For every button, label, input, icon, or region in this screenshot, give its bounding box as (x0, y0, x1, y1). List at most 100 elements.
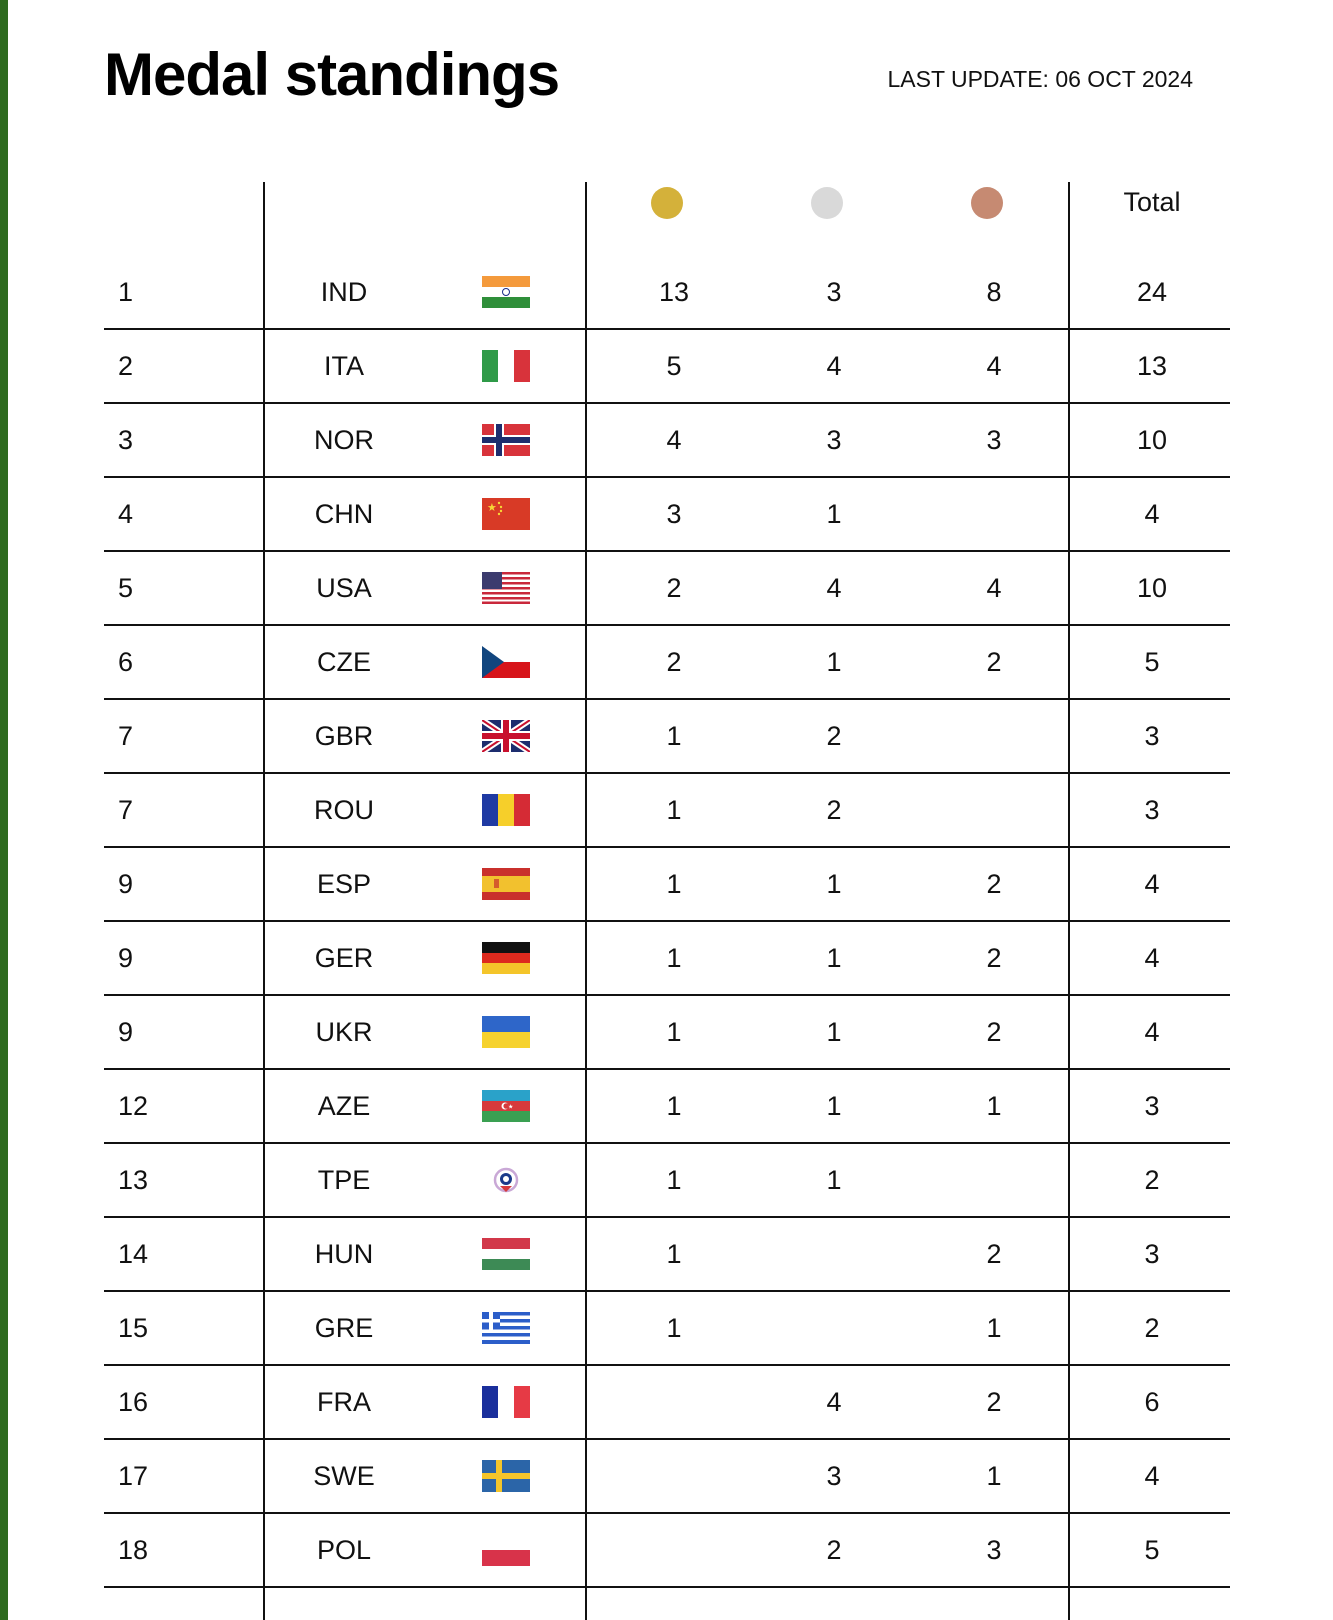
bronze-count-cell: 2 (986, 869, 1002, 899)
ukr-flag-icon (482, 1016, 530, 1048)
total-count-cell: 24 (1136, 277, 1168, 307)
svg-text:★: ★ (487, 501, 497, 514)
nor-flag-icon (482, 424, 530, 456)
total-count-cell: 4 (1144, 1017, 1160, 1047)
total-count-cell: 4 (1144, 1461, 1160, 1491)
ita-flag-icon (482, 350, 530, 382)
hun-flag-icon (482, 1238, 530, 1270)
country-code-cell: NOR (314, 425, 374, 455)
rank-cell: 7 (118, 795, 134, 825)
table-row[interactable]: 12 AZE 1 1 1 3 ★ (104, 1070, 1230, 1144)
country-code-cell: GBR (314, 721, 374, 751)
gold-count-cell: 2 (666, 573, 682, 603)
table-row[interactable]: 6 CZE 2 1 2 5 (104, 626, 1230, 700)
table-row[interactable]: 5 USA 2 4 4 10 (104, 552, 1230, 626)
silver-count-cell: 3 (826, 277, 842, 307)
total-count-cell: 13 (1136, 351, 1168, 381)
silver-count-cell: 1 (826, 1017, 842, 1047)
bronze-medal-icon (971, 187, 1003, 219)
gre-flag-icon (482, 1312, 530, 1344)
cze-flag-icon (482, 646, 530, 678)
table-row[interactable]: 7 GBR 1 2 3 (104, 700, 1230, 774)
country-code-cell: AZE (317, 1091, 371, 1121)
esp-flag-icon (482, 868, 530, 900)
bronze-count-cell: 1 (986, 1313, 1002, 1343)
total-count-cell: 3 (1144, 795, 1160, 825)
rank-cell: 4 (118, 499, 134, 529)
table-row[interactable]: 4 CHN 3 1 4 ★ (104, 478, 1230, 552)
silver-count-cell: 1 (826, 647, 842, 677)
rank-cell: 1 (118, 277, 134, 307)
total-count-cell: 10 (1136, 573, 1168, 603)
table-row[interactable]: 9 ESP 1 1 2 4 (104, 848, 1230, 922)
table-row[interactable]: 13 TPE 1 1 2 (104, 1144, 1230, 1218)
table-row[interactable]: 9 UKR 1 1 2 4 (104, 996, 1230, 1070)
table-row[interactable]: 9 GER 1 1 2 4 (104, 922, 1230, 996)
last-update-label: LAST UPDATE: 06 OCT 2024 (887, 66, 1193, 92)
table-row[interactable]: 18 POL 2 3 5 (104, 1514, 1230, 1588)
bronze-count-cell (934, 774, 1054, 846)
silver-count-cell: 1 (826, 499, 842, 529)
total-count-cell: 4 (1144, 499, 1160, 529)
table-row[interactable]: 16 FRA 4 2 6 (104, 1366, 1230, 1440)
table-row[interactable]: 15 GRE 1 1 2 (104, 1292, 1230, 1366)
bronze-count-cell: 4 (986, 573, 1002, 603)
usa-flag-icon (482, 572, 530, 604)
table-row[interactable]: 3 NOR 4 3 3 10 (104, 404, 1230, 478)
silver-count-cell: 1 (826, 1165, 842, 1195)
gold-count-cell: 1 (666, 795, 682, 825)
aze-flag-icon: ★ (482, 1090, 530, 1122)
gold-count-cell: 1 (666, 1165, 682, 1195)
bronze-count-cell (934, 1144, 1054, 1216)
country-code-cell: ROU (314, 795, 374, 825)
country-code-cell: HUN (314, 1239, 374, 1269)
page-title: Medal standings (104, 41, 560, 108)
rank-cell: 9 (118, 869, 134, 899)
silver-count-cell: 2 (826, 795, 842, 825)
silver-count-cell: 2 (826, 1535, 842, 1565)
gold-count-cell: 1 (666, 869, 682, 899)
country-code-cell: POL (316, 1535, 372, 1565)
country-code-cell: CHN (314, 499, 374, 529)
country-code-cell: ITA (324, 351, 364, 381)
gold-count-cell: 1 (666, 721, 682, 751)
gold-count-cell (614, 1514, 734, 1586)
total-count-cell: 5 (1144, 647, 1160, 677)
bronze-count-cell: 3 (986, 425, 1002, 455)
rank-cell: 5 (118, 573, 134, 603)
silver-medal-icon (811, 187, 843, 219)
gold-count-cell: 1 (666, 1017, 682, 1047)
table-row[interactable]: 14 HUN 1 2 3 (104, 1218, 1230, 1292)
total-count-cell: 4 (1144, 943, 1160, 973)
country-code-cell: USA (316, 573, 372, 603)
country-code-cell: ESP (316, 869, 372, 899)
gold-count-cell: 1 (666, 1313, 682, 1343)
table-row[interactable]: 7 ROU 1 2 3 (104, 774, 1230, 848)
country-code-cell: UKR (315, 1017, 373, 1047)
silver-count-cell: 1 (826, 1091, 842, 1121)
gold-count-cell: 1 (666, 1239, 682, 1269)
total-count-cell: 5 (1144, 1535, 1160, 1565)
rank-cell: 16 (118, 1387, 149, 1417)
gold-count-cell: 3 (666, 499, 682, 529)
total-count-cell: 3 (1144, 721, 1160, 751)
rou-flag-icon (482, 794, 530, 826)
silver-count-cell (774, 1292, 894, 1364)
rank-cell: 9 (118, 943, 134, 973)
silver-count-cell: 1 (826, 943, 842, 973)
rank-cell: 15 (118, 1313, 149, 1343)
gold-count-cell (614, 1366, 734, 1438)
table-row[interactable]: 17 SWE 3 1 4 (104, 1440, 1230, 1514)
table-row[interactable]: 1 IND 13 3 8 24 (104, 256, 1230, 330)
bronze-count-cell: 4 (986, 351, 1002, 381)
bronze-count-cell: 2 (986, 1239, 1002, 1269)
total-count-cell: 10 (1136, 425, 1168, 455)
table-row[interactable]: 2 ITA 5 4 4 13 (104, 330, 1230, 404)
pol-flag-icon (482, 1534, 530, 1566)
rank-cell: 3 (118, 425, 134, 455)
silver-count-cell: 2 (826, 721, 842, 751)
silver-count-cell: 4 (826, 351, 842, 381)
svg-text:★: ★ (508, 1104, 513, 1111)
country-code-cell: GER (314, 943, 374, 973)
bronze-count-cell: 8 (986, 277, 1002, 307)
